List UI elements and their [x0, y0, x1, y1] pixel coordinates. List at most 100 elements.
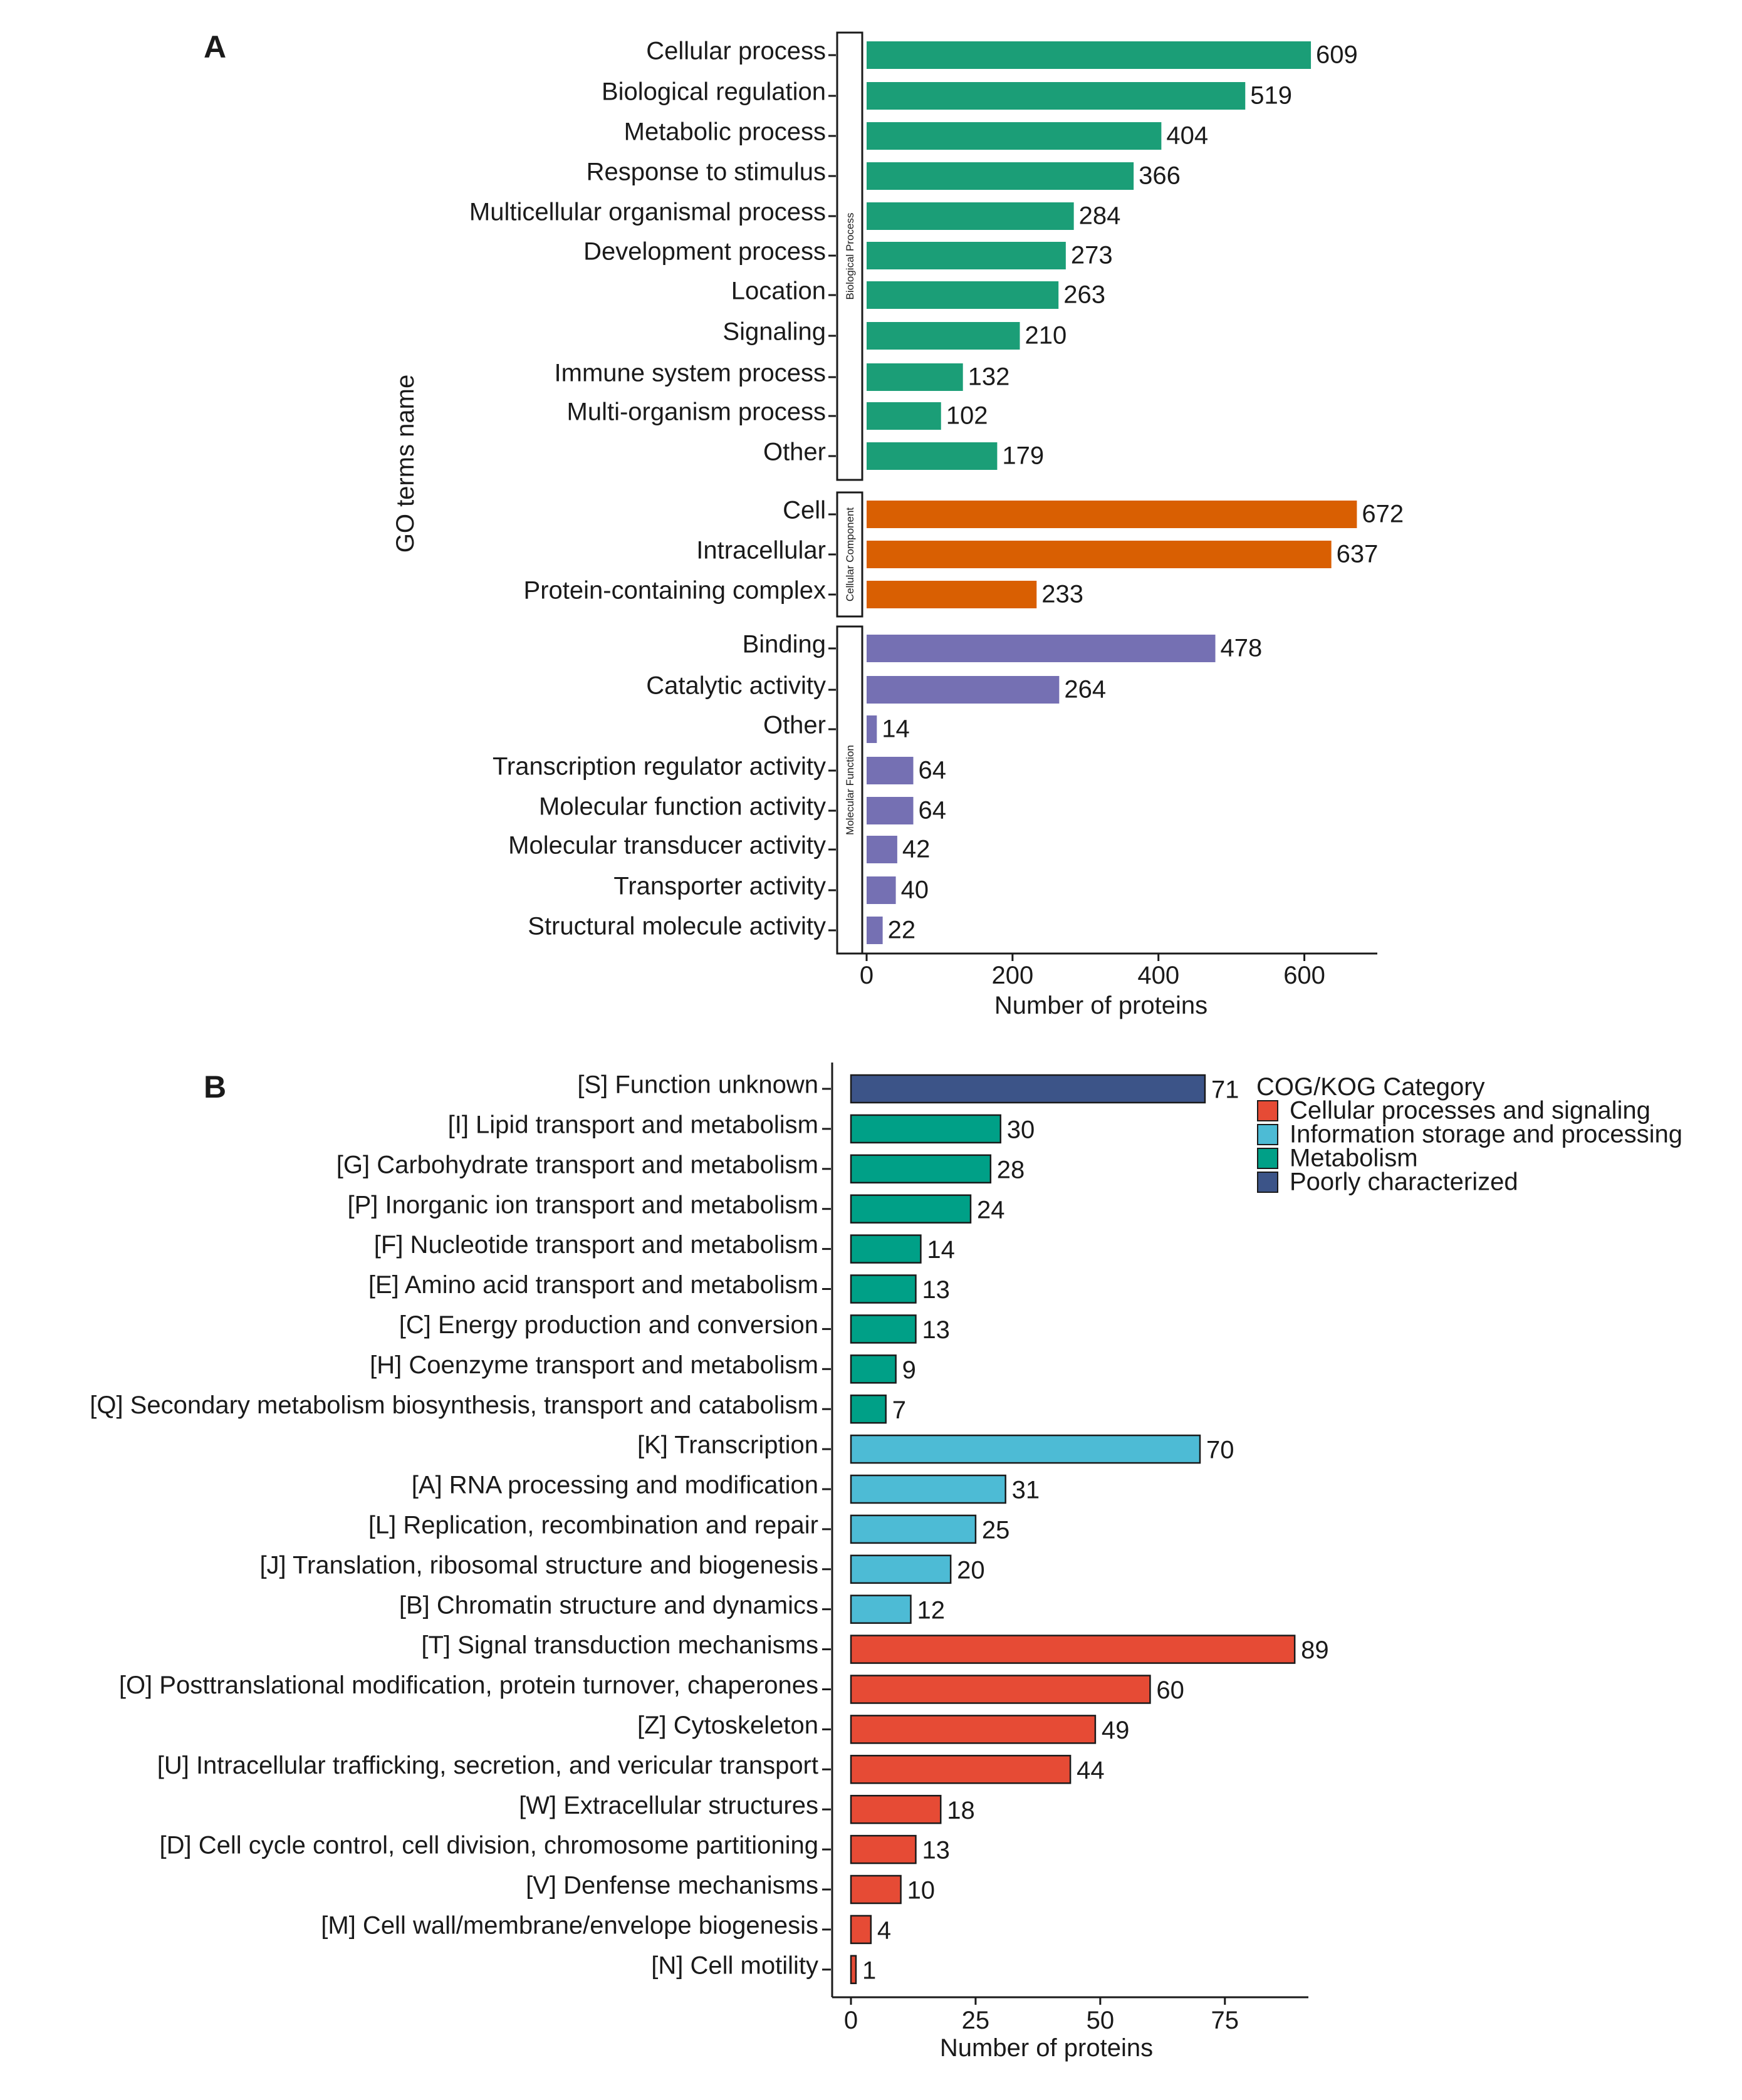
legend-swatch-poorly-characterized	[1257, 1172, 1278, 1193]
bar-s-function-unknown	[850, 1074, 1206, 1104]
value-label-l-replication-recombination-and-repair: 25	[982, 1516, 1010, 1544]
x-tick-label-b-50: 50	[1087, 2007, 1115, 2034]
legend-swatch-information-storage-and-processing	[1257, 1124, 1278, 1145]
panel-b-cog-chart: B [S] Function unknown 71[I] Lipid transp…	[90, 1063, 1682, 2062]
x-tick-label-600: 600	[1283, 962, 1325, 989]
category-label-n-cell-motility: [N] Cell motility	[651, 1952, 818, 1979]
category-label-z-cytoskeleton: [Z] Cytoskeleton	[637, 1712, 818, 1739]
category-label-k-transcription: [K] Transcription	[637, 1432, 818, 1459]
value-label-molecular-function-molecular-transducer-activity: 42	[902, 836, 931, 863]
category-label-biological-process-immune-system-process: Immune system process	[555, 360, 826, 387]
bar-biological-process-response-to-stimulus	[867, 162, 1134, 190]
value-label-n-cell-motility: 1	[862, 1957, 876, 1984]
bar-biological-process-development-process	[867, 242, 1066, 269]
panel-letter-a: A	[204, 29, 226, 65]
value-label-d-cell-cycle-control-cell-division-chromosome-partitioning: 13	[922, 1837, 950, 1864]
x-tick-label-b-25: 25	[962, 2007, 990, 2034]
category-label-cellular-component-cell: Cell	[783, 497, 826, 524]
value-label-molecular-function-other: 14	[882, 715, 910, 743]
category-label-w-extracellular-structures: [W] Extracellular structures	[519, 1792, 818, 1819]
bar-t-signal-transduction-mechanisms	[850, 1635, 1296, 1664]
x-tick-label-400: 400	[1137, 962, 1179, 989]
bar-m-cell-wall-membrane-envelope-biogenesis	[850, 1915, 872, 1945]
category-label-l-replication-recombination-and-repair: [L] Replication, recombination and repai…	[368, 1511, 818, 1539]
value-label-cellular-component-protein-containing-complex: 233	[1041, 581, 1083, 608]
category-label-biological-process-location: Location	[731, 278, 826, 305]
bar-biological-process-biological-regulation	[867, 82, 1246, 110]
facet-label-molecular-function: Molecular Function	[844, 745, 856, 835]
value-label-f-nucleotide-transport-and-metabolism: 14	[927, 1236, 955, 1264]
bar-molecular-function-molecular-function-activity	[867, 797, 914, 824]
category-label-molecular-function-structural-molecule-activity: Structural molecule activity	[528, 913, 826, 940]
category-label-e-amino-acid-transport-and-metabolism: [E] Amino acid transport and metabolism	[368, 1271, 818, 1299]
value-label-c-energy-production-and-conversion: 13	[922, 1316, 950, 1344]
value-label-biological-process-location: 263	[1063, 281, 1105, 309]
category-label-molecular-function-catalytic-activity: Catalytic activity	[646, 672, 826, 700]
value-label-b-chromatin-structure-and-dynamics: 12	[917, 1596, 945, 1624]
value-label-biological-process-signaling: 210	[1025, 322, 1067, 350]
value-label-cellular-component-cell: 672	[1362, 501, 1404, 528]
value-label-q-secondary-metabolism-biosynthesis-transport-and-catabolism: 7	[892, 1396, 906, 1424]
category-label-biological-process-cellular-process: Cellular process	[646, 38, 826, 65]
value-label-w-extracellular-structures: 18	[947, 1797, 975, 1824]
legend-swatch-metabolism	[1257, 1148, 1278, 1169]
bar-biological-process-multi-organism-process	[867, 402, 941, 430]
bar-j-translation-ribosomal-structure-and-biogenesis	[850, 1554, 952, 1584]
bar-cellular-component-protein-containing-complex	[867, 581, 1037, 608]
x-tick-label-0: 0	[860, 962, 874, 989]
bar-molecular-function-transporter-activity	[867, 876, 896, 904]
value-label-v-denfense-mechanisms: 10	[907, 1877, 936, 1905]
bar-molecular-function-transcription-regulator-activity	[867, 757, 914, 784]
category-label-molecular-function-transcription-regulator-activity: Transcription regulator activity	[493, 753, 826, 781]
bar-k-transcription	[850, 1434, 1201, 1464]
bar-c-energy-production-and-conversion	[850, 1314, 917, 1344]
bar-cellular-component-intracellular	[867, 541, 1332, 568]
category-label-biological-process-signaling: Signaling	[722, 318, 826, 346]
category-label-q-secondary-metabolism-biosynthesis-transport-and-catabolism: [Q] Secondary metabolism biosynthesis, t…	[90, 1391, 818, 1419]
value-label-k-transcription: 70	[1206, 1437, 1234, 1464]
category-label-cellular-component-intracellular: Intracellular	[696, 537, 826, 564]
bar-d-cell-cycle-control-cell-division-chromosome-partitioning	[850, 1834, 917, 1864]
facet-label-biological-process: Biological Process	[844, 213, 856, 300]
value-label-g-carbohydrate-transport-and-metabolism: 28	[997, 1156, 1025, 1183]
bar-l-replication-recombination-and-repair	[850, 1514, 977, 1544]
category-label-biological-process-metabolic-process: Metabolic process	[624, 118, 826, 146]
value-label-cellular-component-intracellular: 637	[1337, 541, 1379, 568]
bar-z-cytoskeleton	[850, 1715, 1097, 1744]
bar-u-intracellular-trafficking-secretion-and-vericular-transport	[850, 1755, 1072, 1784]
bar-biological-process-signaling	[867, 322, 1020, 350]
category-label-f-nucleotide-transport-and-metabolism: [F] Nucleotide transport and metabolism	[374, 1231, 818, 1259]
value-label-s-function-unknown: 71	[1211, 1076, 1239, 1104]
legend-swatch-cellular-processes-and-signaling	[1257, 1100, 1278, 1121]
value-label-molecular-function-catalytic-activity: 264	[1064, 676, 1106, 704]
value-label-molecular-function-transcription-regulator-activity: 64	[919, 757, 947, 784]
category-label-molecular-function-other: Other	[763, 712, 826, 739]
value-label-molecular-function-transporter-activity: 40	[901, 876, 929, 904]
facet-strip-cellular-component	[836, 491, 863, 618]
category-label-biological-process-multicellular-organismal-process: Multicellular organismal process	[469, 199, 826, 226]
category-label-biological-process-other: Other	[763, 439, 826, 466]
x-tick-label-200: 200	[991, 962, 1033, 989]
x-tick-label-b-0: 0	[844, 2007, 858, 2034]
bar-molecular-function-molecular-transducer-activity	[867, 836, 897, 863]
category-label-m-cell-wall-membrane-envelope-biogenesis: [M] Cell wall/membrane/envelope biogenes…	[321, 1911, 818, 1939]
facet-strip-biological-process	[836, 31, 863, 481]
panel-letter-b: B	[204, 1069, 226, 1105]
bar-molecular-function-catalytic-activity	[867, 676, 1060, 704]
category-label-molecular-function-molecular-transducer-activity: Molecular transducer activity	[508, 832, 826, 860]
bar-p-inorganic-ion-transport-and-metabolism	[850, 1194, 972, 1224]
value-label-e-amino-acid-transport-and-metabolism: 13	[922, 1276, 950, 1304]
value-label-biological-process-metabolic-process: 404	[1166, 122, 1208, 150]
bar-i-lipid-transport-and-metabolism	[850, 1114, 1001, 1144]
bar-q-secondary-metabolism-biosynthesis-transport-and-catabolism	[850, 1394, 887, 1424]
value-label-i-lipid-transport-and-metabolism: 30	[1007, 1116, 1035, 1143]
category-label-b-chromatin-structure-and-dynamics: [B] Chromatin structure and dynamics	[399, 1591, 818, 1619]
category-label-biological-process-response-to-stimulus: Response to stimulus	[587, 159, 826, 186]
category-label-biological-process-biological-regulation: Biological regulation	[602, 78, 826, 106]
value-label-biological-process-other: 179	[1002, 442, 1044, 470]
legend-label-metabolism: Metabolism	[1290, 1145, 1418, 1172]
bar-w-extracellular-structures	[850, 1794, 942, 1824]
value-label-h-coenzyme-transport-and-metabolism: 9	[902, 1356, 916, 1384]
y-axis-title-a: GO terms name	[392, 375, 419, 553]
